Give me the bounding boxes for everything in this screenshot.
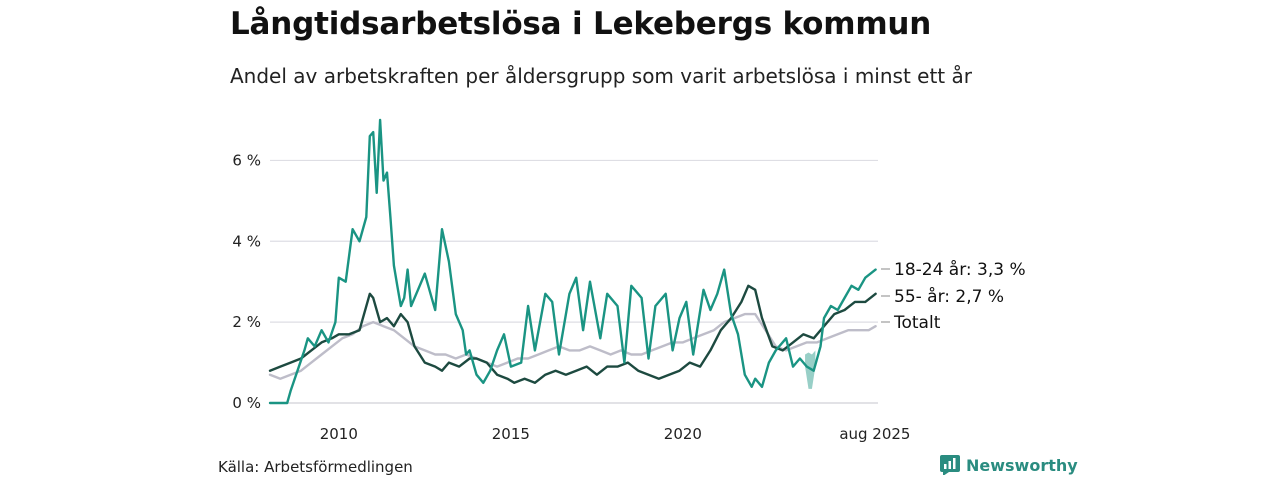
y-tick-label: 2 % xyxy=(232,313,261,331)
y-tick-label: 4 % xyxy=(232,232,261,250)
y-tick-label: 0 % xyxy=(232,394,261,412)
x-tick-label: 2015 xyxy=(492,425,530,443)
series-end-label: 55- år: 2,7 % xyxy=(894,286,1004,307)
series-line xyxy=(268,118,877,405)
x-tick-label: aug 2025 xyxy=(839,425,910,443)
series-end-label: 18-24 år: 3,3 % xyxy=(894,259,1026,280)
source-note: Källa: Arbetsförmedlingen xyxy=(218,458,413,476)
x-tick-label: 2020 xyxy=(664,425,702,443)
chart-subtitle: Andel av arbetskraften per åldersgrupp s… xyxy=(230,64,972,88)
newsworthy-logo-icon xyxy=(940,455,960,475)
y-tick-label: 6 % xyxy=(232,151,261,169)
x-tick-label: 2010 xyxy=(320,425,358,443)
series-end-label: Totalt xyxy=(893,313,941,333)
brand-name: Newsworthy xyxy=(966,455,1078,475)
chart-title: Långtidsarbetslösa i Lekebergs kommun xyxy=(230,6,932,42)
series-line xyxy=(268,284,877,384)
newsworthy-brand[interactable]: Newsworthy xyxy=(940,455,1078,475)
